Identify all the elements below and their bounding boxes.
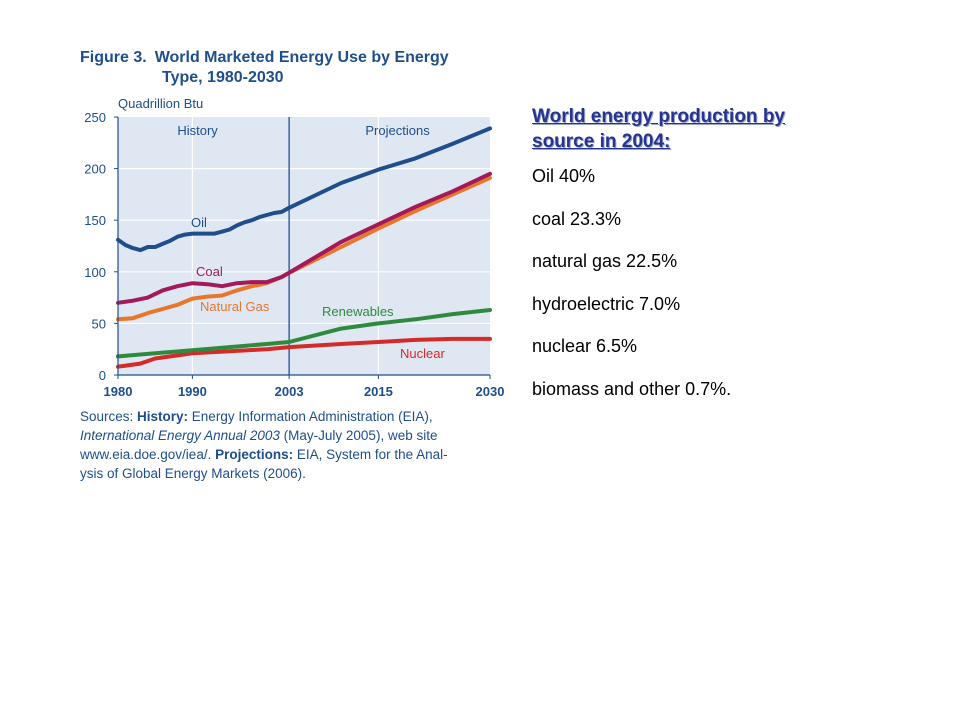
series-label-oil: Oil — [191, 215, 207, 230]
y-tick-label-100: 100 — [84, 265, 106, 280]
figure-title: Figure 3. World Marketed Energy Use by En… — [80, 48, 500, 88]
sources-history-italic: International Energy Annual 2003 — [80, 428, 280, 443]
sources-history-text1: Energy Information Administration (EIA), — [188, 409, 433, 424]
fact-item-hydroelectric: hydroelectric 7.0% — [532, 293, 681, 314]
fact-item-coal: coal 23.3% — [532, 208, 622, 229]
sources-history-text3: www.eia.doe.gov/iea/. — [80, 447, 216, 462]
series-label-renewables: Renewables — [322, 304, 394, 319]
region-label-projections: Projections — [365, 123, 430, 138]
series-label-nuclear: Nuclear — [400, 346, 445, 361]
y-tick-label-200: 200 — [84, 162, 106, 177]
sources-projections-label: Projections: — [215, 447, 294, 462]
series-line-renewables — [116, 308, 492, 359]
series-line-coal — [116, 171, 492, 305]
series-line-natural-gas — [116, 175, 492, 322]
sources-note: Sources: History: Energy Information Adm… — [80, 407, 510, 483]
plot-area: 0 50 100 150 200 250 1980 1990 2003 2015 2030 Histo… — [84, 110, 504, 399]
region-label-history: History — [177, 123, 218, 138]
figure-title-line2: Type, 1980-2030 — [162, 69, 284, 86]
sources-history-text2: (May-July 2005), web site — [279, 428, 438, 443]
series-label-coal: Coal — [196, 264, 223, 279]
fact-item-nuclear: nuclear 6.5% — [532, 336, 638, 356]
side-heading-line1: World energy production by — [532, 106, 785, 127]
fact-item-natural-gas: natural gas 22.5% — [532, 251, 678, 271]
x-tick-label-1990: 1990 — [178, 384, 207, 399]
fact-item-biomass: biomass and other 0.7%. — [532, 378, 732, 399]
facts-list: Oil 40% coal 23.3% natural gas 22.5% hyd… — [532, 166, 932, 421]
y-tick-label-150: 150 — [84, 213, 106, 228]
figure-title-line1: World Marketed Energy Use by Energy — [154, 49, 449, 66]
plot-background — [118, 117, 490, 375]
y-tick-label-0: 0 — [99, 368, 106, 383]
sources-projections-text1: EIA, System for the Anal- — [293, 447, 448, 462]
sources-projections-text2: ysis of Global Energy Markets (2006). — [80, 466, 306, 481]
series-line-nuclear — [116, 336, 492, 369]
figure-number: Figure 3. — [80, 49, 147, 66]
x-tick-label-2003: 2003 — [275, 384, 304, 399]
series-label-natural-gas: Natural Gas — [200, 299, 270, 314]
y-tick-label-50: 50 — [92, 316, 106, 331]
y-axis-label: Quadrillion Btu — [118, 96, 203, 111]
sources-history-label: History: — [137, 409, 189, 424]
x-tick-label-1980: 1980 — [104, 384, 133, 399]
side-panel: World energy production by source in 200… — [532, 104, 932, 421]
x-tick-label-2015: 2015 — [364, 384, 393, 399]
side-heading: World energy production by source in 200… — [532, 104, 932, 154]
fact-item-oil: Oil 40% — [532, 166, 596, 186]
side-heading-line2: source in 2004: — [532, 131, 671, 152]
y-tick-label-250: 250 — [84, 110, 106, 125]
x-tick-label-2030: 2030 — [476, 384, 505, 399]
series-line-oil — [116, 126, 492, 253]
sources-label: Sources: — [80, 409, 138, 424]
